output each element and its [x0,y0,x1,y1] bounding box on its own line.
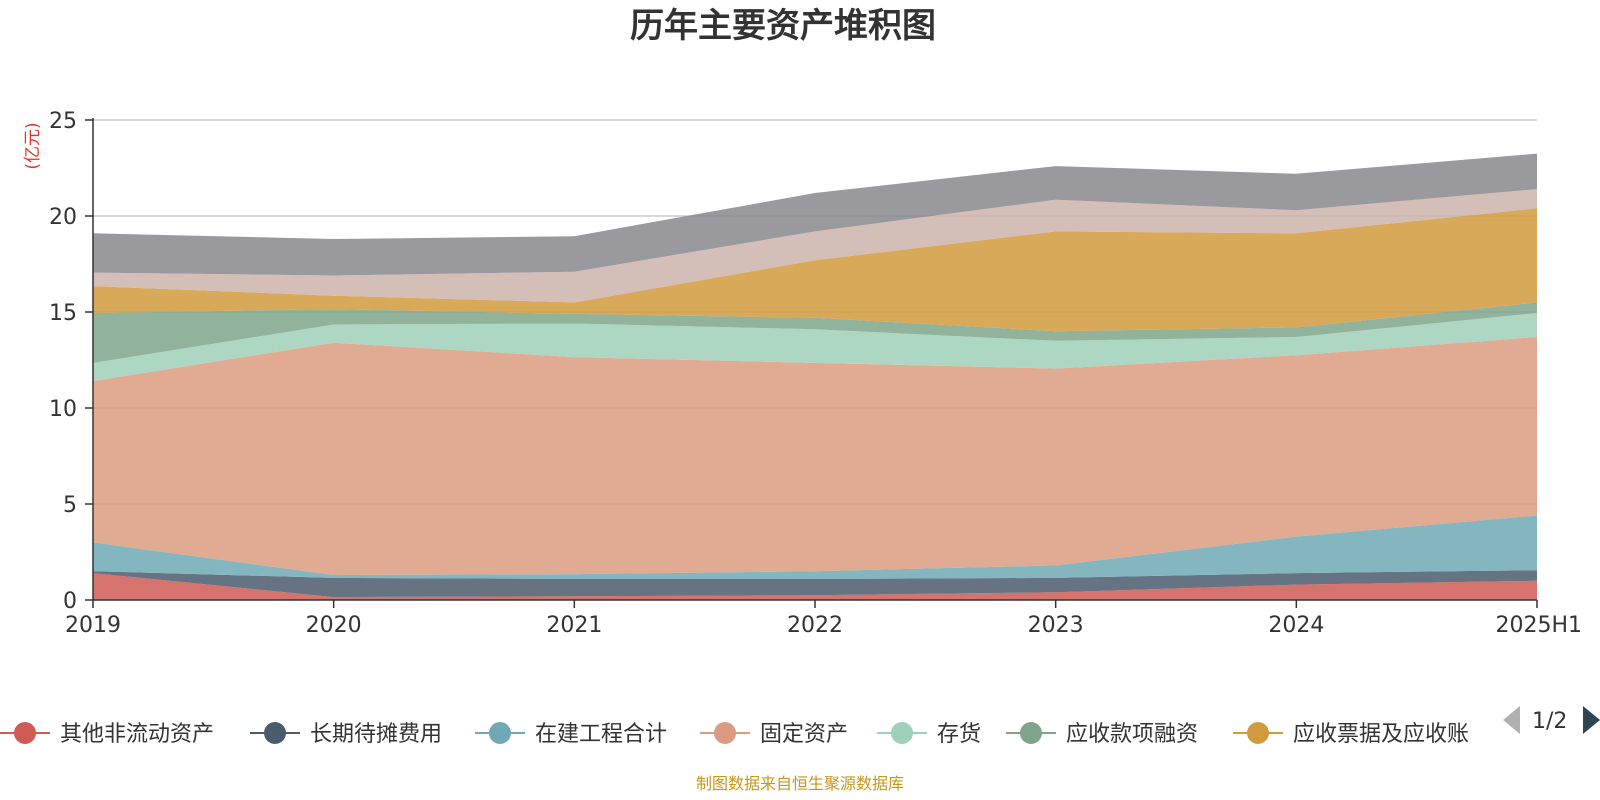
y-tick-label: 0 [63,589,77,614]
legend-marker-icon [489,722,511,744]
y-tick-label: 5 [63,493,77,518]
legend-item[interactable]: 应收款项融资 [1006,722,1198,747]
triangle-left-icon[interactable] [1503,706,1520,734]
x-tick-label: 2023 [1028,613,1084,638]
legend-marker-icon [1020,722,1042,744]
legend-item[interactable]: 存货 [877,722,981,747]
y-axis-unit-label: (亿元) [23,122,43,169]
chart-title: 历年主要资产堆积图 [630,6,936,46]
legend-marker-icon [714,722,736,744]
legend-marker-icon [264,722,286,744]
x-tick-label: 2025H1 [1495,613,1582,638]
area-series-3 [93,515,1537,579]
legend-item[interactable]: 长期待摊费用 [250,722,442,747]
y-tick-label: 10 [49,397,77,422]
y-tick-label: 15 [49,301,77,326]
area-series-1 [93,573,1537,600]
data-source-note: 制图数据来自恒生聚源数据库 [696,774,904,793]
legend-label: 应收票据及应收账 [1293,722,1469,747]
legend-label: 存货 [937,722,981,747]
legend-label: 固定资产 [760,722,848,747]
area-series-9 [93,153,1537,276]
legend-label: 长期待摊费用 [310,722,442,747]
legend-page-indicator: 1/2 [1532,709,1567,734]
area-series-6 [93,302,1537,363]
x-tick-label: 2019 [65,613,121,638]
area-series-4 [93,337,1537,575]
legend-marker-icon [891,722,913,744]
area-series-5 [93,313,1537,382]
legend-label: 其他非流动资产 [60,722,214,747]
legend-marker-icon [1247,722,1269,744]
y-tick-label: 25 [49,109,77,134]
area-series-group [93,153,1537,600]
x-tick-label: 2021 [546,613,602,638]
legend-item[interactable]: 固定资产 [700,722,848,747]
legend-marker-icon [14,722,36,744]
legend: 其他非流动资产 长期待摊费用 在建工程合计 固定资产 存货 应收款项融资 应收票据及应收账 [0,722,1469,747]
legend-label: 在建工程合计 [535,722,667,747]
axes: 0 5 10 15 20 25 2019 2020 2021 2022 2023 2024 2025H1 [49,109,1582,638]
triangle-right-icon[interactable] [1583,706,1600,734]
y-tick-label: 20 [49,205,77,230]
legend-pager: 1/2 [1503,706,1600,734]
legend-item[interactable]: 在建工程合计 [475,722,667,747]
x-tick-label: 2022 [787,613,843,638]
legend-label: 应收款项融资 [1066,722,1198,747]
legend-item[interactable]: 其他非流动资产 [0,722,214,747]
area-series-8 [93,189,1537,303]
legend-item[interactable]: 应收票据及应收账 [1233,722,1469,747]
x-tick-label: 2024 [1268,613,1324,638]
area-series-2 [93,570,1537,598]
x-tick-label: 2020 [306,613,362,638]
area-series-7 [93,208,1537,332]
